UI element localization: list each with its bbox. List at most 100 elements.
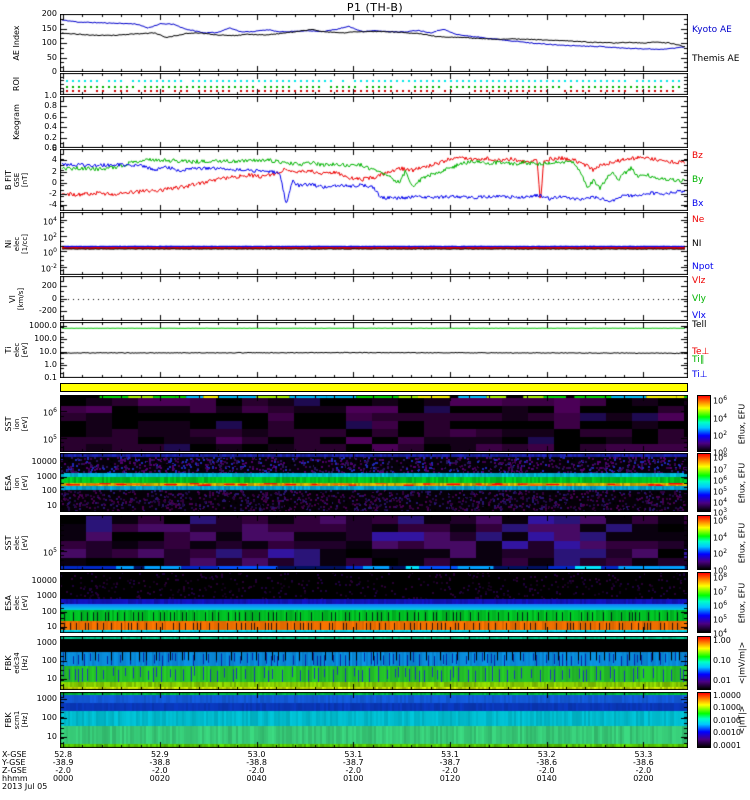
colorbar-sst_elec-tick: 100 [713,564,728,576]
panel-esa_elec-ytick: 100 [41,606,57,616]
colorbar-sst_elec-tick: 106 [713,515,728,526]
colorbar-fbk1 [697,636,711,690]
panel-fbk1 [60,636,688,690]
legend-vly: Vly [692,293,706,304]
xaxis-value: -2.0 [55,766,71,775]
colorbar-sst_elec-tick: 102 [713,548,728,559]
panel-t [60,322,688,378]
colorbar-esa_ion-tick: 103 [713,507,728,518]
xaxis-value: -38.7 [342,758,364,767]
colorbar-fbk2-tick: 0.1000 [713,703,741,713]
xaxis-value: -2.0 [248,766,265,775]
xaxis-value: 0000 [52,774,74,783]
panel-ae-ytick: 200 [41,9,57,18]
panel-keogram-ytick: 0.0 [44,143,57,152]
colorbar-fbk2 [697,692,711,748]
panel-esa_ion-ytick: 10000 [31,456,57,466]
panel-t-ytick: 100.0 [34,333,57,343]
colorbar-esa_ion-tick: 108 [713,452,728,464]
panel-ae-ytick: 50 [46,52,57,62]
legend-bx: Bx [692,198,704,209]
panel-keogram-ytick: 0.8 [44,101,57,111]
colorbar-fbk2-tick: 0.0010 [713,728,741,738]
legend-ne: Ne [692,214,705,225]
panel-ae-ytick: 100 [41,38,57,47]
xaxis-value: -38.8 [246,758,267,767]
panel-sst_elec-ytick: 105 [42,546,57,558]
xaxis-value: -2.0 [442,766,458,775]
panel-sst_elec-plot [60,515,688,570]
panel-bfit-ytick: 6 [51,144,57,153]
panel-esa_elec-ytick: 10000 [31,576,57,586]
colorbar-fbk1-tick: 0.10 [713,656,731,666]
xaxis-value: -2.0 [345,766,362,775]
xaxis-value: -38.8 [149,758,171,767]
panel-ae-plot [60,14,688,72]
panel-fbk1-ytick: 10 [46,674,57,684]
colorbar-fbk2-tick: 0.0100 [713,716,741,725]
panel-fbk2-ytick: 1000 [36,694,57,704]
xaxis-value: -38.6 [633,758,654,767]
colorbar-esa_elec-unit: Eflux, EFU [737,582,747,623]
panel-bfit-ytick: -4 [49,200,57,210]
xaxis-value: -38.6 [536,758,558,767]
panel-fbk2-ytick: 10 [46,731,57,741]
colorbar-sst_elec-unit: Eflux, EFU [737,522,747,563]
panel-sst_ion-ytick: 105 [42,434,57,446]
xaxis-row-label-z-gse: Z-GSE [2,766,27,775]
panel-esa_ion-ytick: 1000 [36,471,57,481]
xaxis-row-label-hhmm: hhmm [2,774,28,783]
colorbar-esa_elec-tick: 107 [713,586,728,597]
xaxis-row-label-y-gse: Y-GSE [2,758,26,767]
panel-sst_ion [60,395,688,452]
burst-flag-bar [60,383,688,392]
colorbar-fbk1-tick: 0.01 [713,676,731,686]
panel-esa_elec-ytick: 1000 [36,591,57,601]
panel-keogram-ytick: 0.6 [44,111,57,121]
colorbar-esa_ion-tick: 107 [713,463,728,475]
panel-keogram-ytick: 1.0 [44,91,57,100]
xaxis-row-label-x-gse: X-GSE [2,750,27,759]
legend-ti-: Ti⊥ [692,370,708,381]
panel-v-ytick: -200 [38,306,57,316]
panel-ae-ytick: 0 [51,67,57,76]
panel-v [60,276,688,321]
panel-n-ytick: 10-2 [40,263,57,274]
panel-t-ytick: 0.1 [44,373,57,382]
xaxis-value: -2.0 [538,766,555,775]
colorbar-fbk2-tick: 1.0000 [713,690,741,700]
panel-keogram-plot [60,96,688,148]
xaxis-value: 0120 [439,774,461,783]
panel-sst_ion-ytick: 106 [42,407,57,418]
panel-v-ytick: 0 [51,293,57,303]
legend-vlx: Vlx [692,310,706,321]
legend-vlz: Vlz [692,276,706,287]
xaxis-value: -38.7 [439,758,461,767]
panel-v-ytick: 200 [41,280,57,290]
colorbar-fbk2-unit: <|nT|> [737,705,747,735]
xaxis-value: 0020 [149,774,171,783]
panel-bfit [60,149,688,211]
colorbar-sst_elec-tick: 104 [713,531,728,543]
panel-keogram-ytick: 0.2 [44,132,57,142]
xaxis-value: 0140 [536,774,557,783]
colorbar-sst_ion-tick: 104 [713,412,728,424]
panel-keogram [60,96,688,148]
legend-tell: Tell [692,319,707,330]
panel-sst_elec [60,515,688,570]
panel-fbk2 [60,692,688,748]
panel-fbk1-plot [60,636,688,690]
xaxis-value: -38.9 [52,758,74,767]
legend-ni: NI [692,238,702,249]
legend-bz: Bz [692,151,703,162]
xaxis-value: 0040 [246,774,267,783]
panel-n-plot [60,212,688,275]
xaxis-value: 0200 [633,774,654,783]
colorbar-sst_ion-unit: Eflux, EFU [737,403,747,444]
panel-esa_elec-ytick: 10 [46,621,57,631]
panel-esa_ion-plot [60,453,688,512]
legend-by: By [692,175,704,185]
panel-bfit-ytick: 4 [51,155,57,165]
panel-ae [60,14,688,72]
